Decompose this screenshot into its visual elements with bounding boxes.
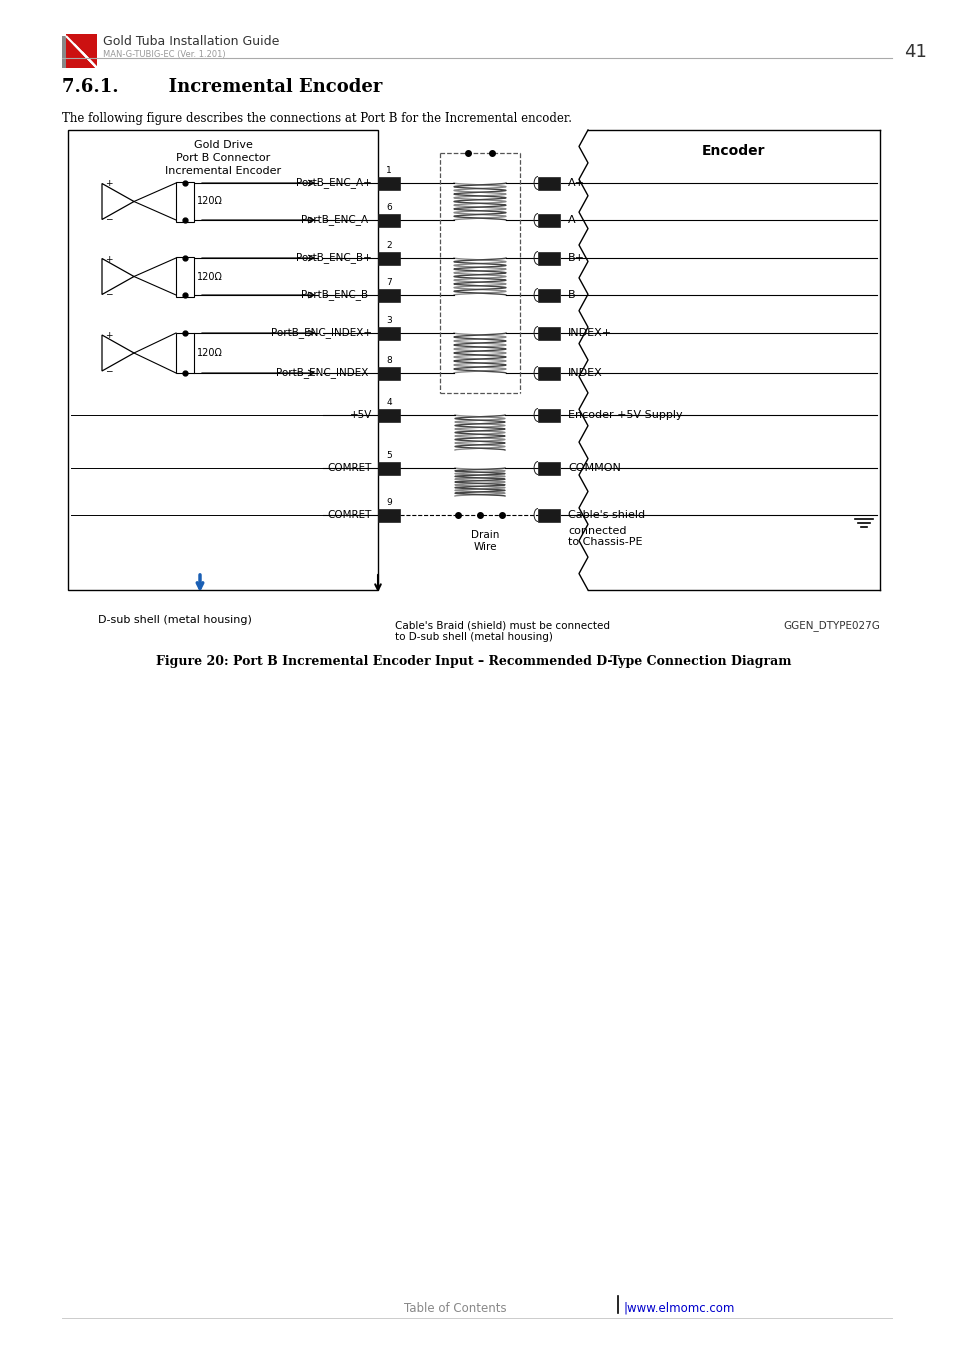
Text: COMMON: COMMON [567, 463, 620, 472]
Text: −: − [105, 289, 112, 298]
Bar [537, 289, 559, 301]
Text: COMRET: COMRET [327, 510, 372, 520]
Text: PortB_ENC_B-: PortB_ENC_B- [301, 289, 372, 301]
Text: COMRET: COMRET [327, 463, 372, 472]
Text: Figure 20: Port B Incremental Encoder Input – Recommended D-Type Connection Diag: Figure 20: Port B Incremental Encoder In… [156, 655, 791, 668]
Text: 120Ω: 120Ω [196, 271, 223, 282]
Text: Incremental Encoder: Incremental Encoder [165, 166, 281, 176]
Bar [175, 256, 193, 297]
Bar [537, 509, 559, 521]
Text: 1: 1 [386, 166, 392, 176]
Bar [377, 366, 399, 379]
Text: A-: A- [567, 215, 578, 225]
Text: The following figure describes the connections at Port B for the Incremental enc: The following figure describes the conne… [62, 112, 572, 126]
Text: 41: 41 [903, 43, 926, 61]
Bar [537, 366, 559, 379]
Text: PortB_ENC_INDEX-: PortB_ENC_INDEX- [276, 367, 372, 378]
Text: 9: 9 [386, 498, 392, 508]
Text: PortB_ENC_INDEX+: PortB_ENC_INDEX+ [271, 328, 372, 339]
Text: +5V: +5V [349, 410, 372, 420]
Bar [537, 462, 559, 474]
Text: 2: 2 [386, 242, 392, 250]
Text: Cable's shield: Cable's shield [567, 510, 644, 520]
Text: 120Ω: 120Ω [196, 348, 223, 358]
Bar [377, 409, 399, 421]
Text: Encoder +5V Supply: Encoder +5V Supply [567, 410, 682, 420]
Text: A+: A+ [567, 178, 584, 188]
Bar [537, 409, 559, 421]
Text: 120Ω: 120Ω [196, 197, 223, 207]
Text: Table of Contents: Table of Contents [403, 1301, 506, 1315]
Text: Drain
Wire: Drain Wire [471, 531, 498, 552]
Text: 7: 7 [386, 278, 392, 288]
Text: to Chassis-PE: to Chassis-PE [567, 537, 641, 547]
Text: Port B Connector: Port B Connector [175, 153, 270, 163]
Text: 8: 8 [386, 356, 392, 365]
Bar [62, 36, 94, 68]
Text: +: + [105, 255, 112, 263]
Bar [537, 327, 559, 339]
Text: 3: 3 [386, 316, 392, 325]
Text: Gold Tuba Installation Guide: Gold Tuba Installation Guide [103, 35, 279, 49]
Text: INDEX+: INDEX+ [567, 328, 612, 338]
Text: D-sub shell (metal housing): D-sub shell (metal housing) [98, 616, 252, 625]
Polygon shape [102, 184, 133, 220]
Text: 7.6.1.        Incremental Encoder: 7.6.1. Incremental Encoder [62, 78, 382, 96]
Text: Cable's Braid (shield) must be connected
to D-sub shell (metal housing): Cable's Braid (shield) must be connected… [395, 620, 609, 641]
Text: 4: 4 [386, 398, 392, 406]
Text: GGEN_DTYPE027G: GGEN_DTYPE027G [782, 620, 879, 630]
Text: PortB_ENC_A+: PortB_ENC_A+ [296, 178, 372, 189]
Bar [377, 251, 399, 265]
Bar [377, 213, 399, 227]
Text: +: + [105, 180, 112, 189]
Bar [377, 462, 399, 474]
Polygon shape [102, 335, 133, 371]
Text: MAN-G-TUBIG-EC (Ver. 1.201): MAN-G-TUBIG-EC (Ver. 1.201) [103, 50, 226, 59]
Text: connected: connected [567, 526, 626, 536]
Bar [537, 177, 559, 189]
Text: PortB_ENC_B+: PortB_ENC_B+ [296, 252, 372, 263]
Bar [175, 181, 193, 221]
Polygon shape [102, 258, 133, 294]
Text: −: − [105, 215, 112, 224]
Text: 5: 5 [386, 451, 392, 460]
Text: Encoder: Encoder [701, 144, 765, 158]
Text: INDEX-: INDEX- [567, 369, 605, 378]
Polygon shape [66, 34, 97, 68]
Text: B-: B- [567, 290, 579, 300]
Text: Gold Drive: Gold Drive [193, 140, 253, 150]
Bar [175, 333, 193, 373]
Bar [68, 130, 377, 590]
Text: PortB_ENC_A-: PortB_ENC_A- [301, 215, 372, 225]
Text: B+: B+ [567, 252, 584, 263]
Bar [537, 213, 559, 227]
Bar [377, 509, 399, 521]
Bar [537, 251, 559, 265]
Text: |www.elmomc.com: |www.elmomc.com [623, 1301, 735, 1315]
Bar [377, 289, 399, 301]
Bar [377, 177, 399, 189]
Text: −: − [105, 366, 112, 375]
Text: +: + [105, 331, 112, 340]
Bar [377, 327, 399, 339]
Text: 6: 6 [386, 202, 392, 212]
